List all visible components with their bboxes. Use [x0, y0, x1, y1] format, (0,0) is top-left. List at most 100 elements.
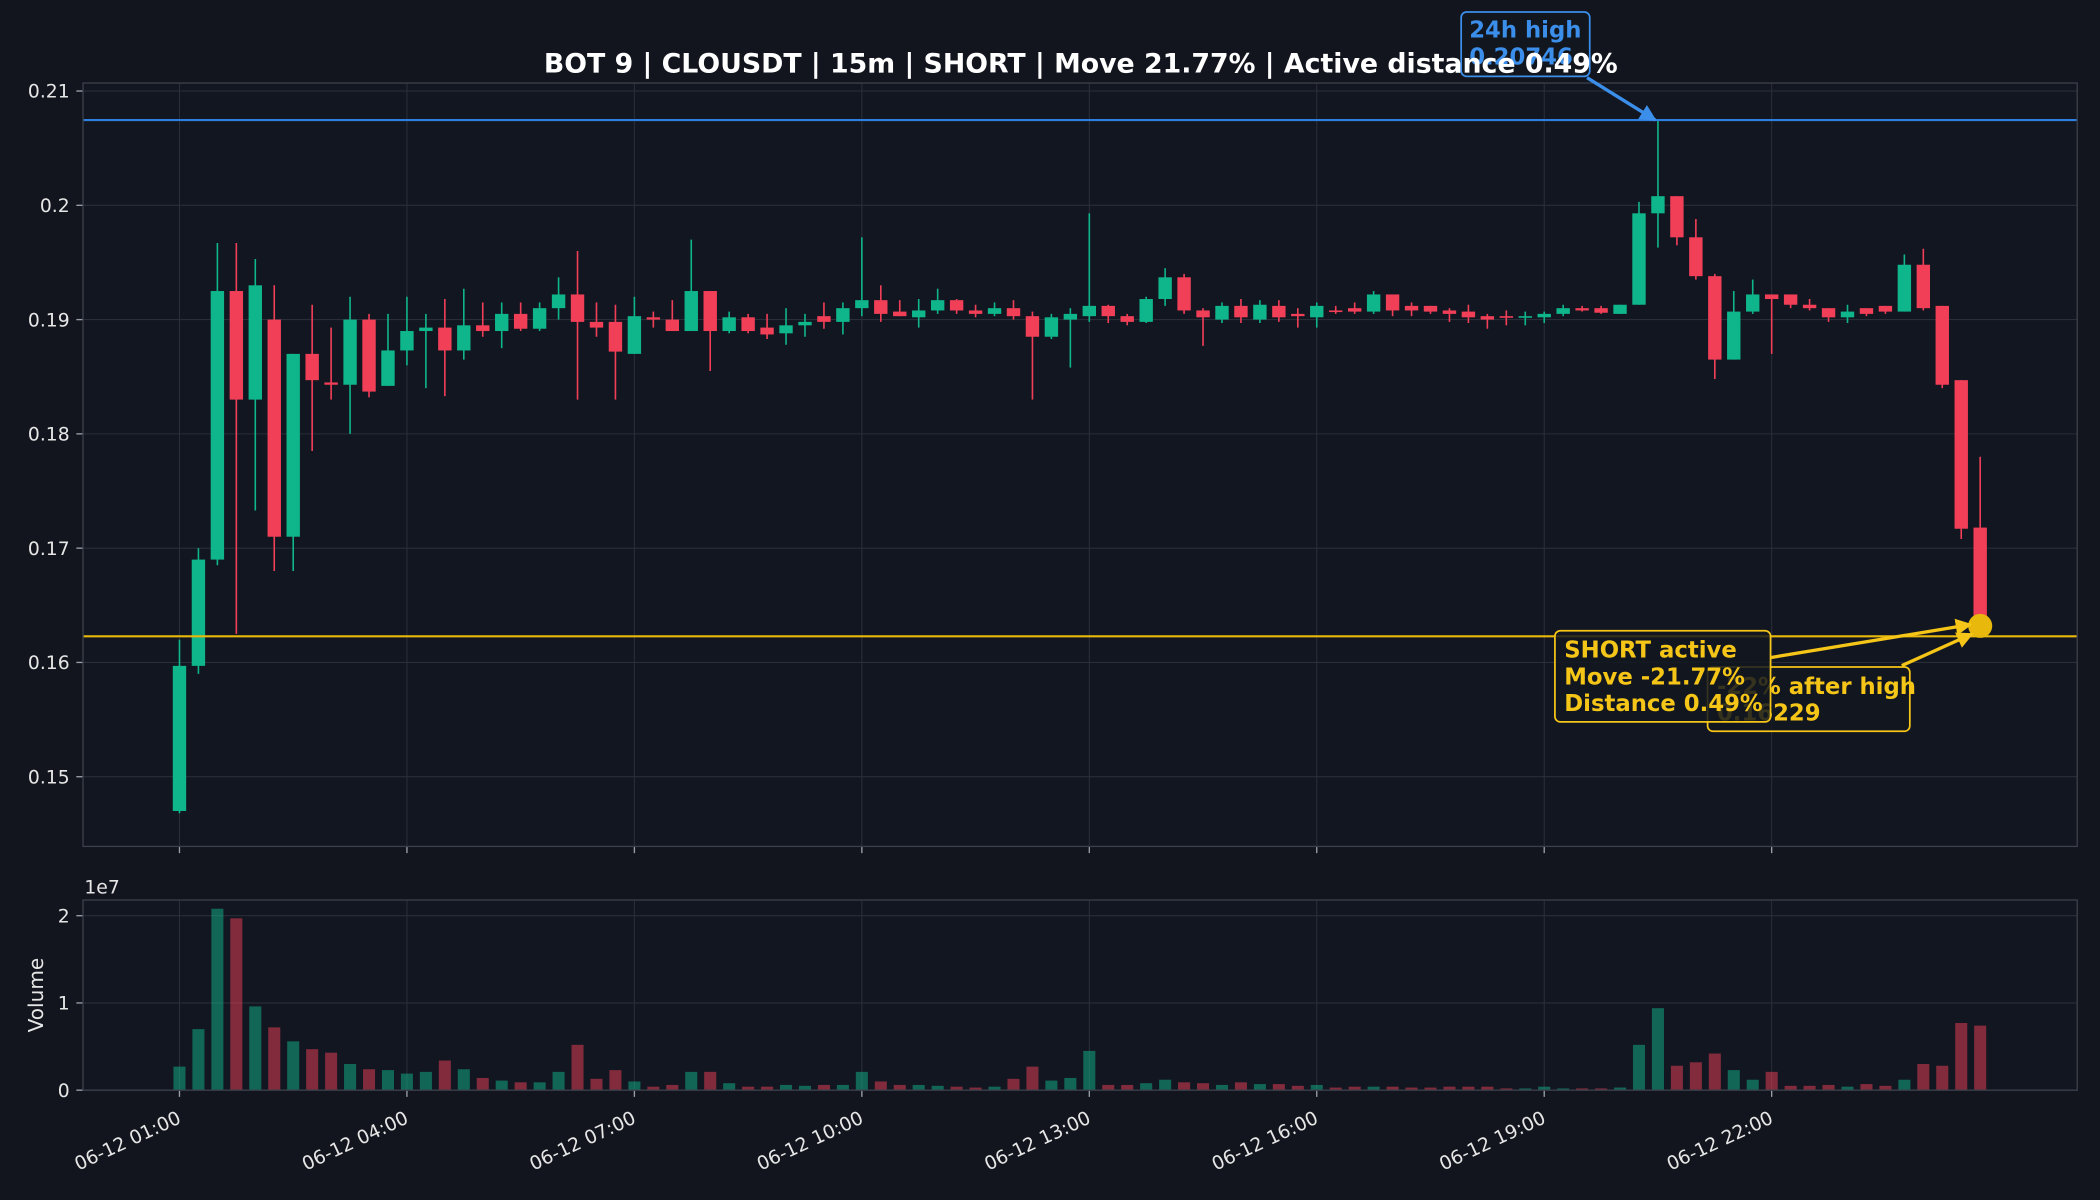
volume-bar [1784, 1085, 1797, 1091]
candle-body [1821, 308, 1836, 318]
candle-body [1689, 237, 1703, 277]
chart-title: BOT 9 | CLOUSDT | 15m | SHORT | Move 21.… [544, 48, 1618, 79]
candle-body [1727, 311, 1741, 360]
y-tick-label: 0.2 [40, 196, 70, 217]
candle-body [836, 308, 850, 322]
volume-bar [381, 1070, 395, 1091]
volume-bar [1614, 1087, 1627, 1091]
candle-body [286, 353, 300, 537]
candle-body [570, 294, 585, 322]
candle-body [684, 291, 698, 332]
volume-bar [1045, 1080, 1058, 1091]
y-tick-label: 1 [58, 994, 70, 1015]
candle-body [267, 319, 281, 537]
candle-body [1025, 316, 1040, 337]
candle-body [722, 317, 736, 332]
candle-body [1044, 317, 1059, 337]
candle-body [987, 308, 1002, 314]
candle-body [1556, 308, 1570, 314]
annotation-text: Move -21.77% [1564, 664, 1745, 690]
candle-body [1329, 310, 1343, 313]
volume-bar [1879, 1085, 1892, 1091]
candle-body [1708, 276, 1722, 360]
candle-body [627, 316, 642, 354]
y-tick-label: 0.21 [28, 82, 70, 103]
candle-body [1366, 294, 1381, 312]
candle-body [551, 294, 566, 309]
candle-body [400, 331, 414, 351]
volume-bar [1765, 1071, 1778, 1091]
annotation-box [1554, 629, 1772, 723]
candle-body [1404, 305, 1419, 311]
candle-body [1802, 304, 1817, 309]
volume-bar [1481, 1086, 1494, 1091]
candle-body [438, 327, 452, 351]
candle-body [893, 311, 907, 317]
volume-bar [533, 1082, 546, 1091]
volume-bar [628, 1081, 641, 1091]
volume-bar [1026, 1066, 1039, 1091]
candle-body [1878, 305, 1893, 312]
volume-bar [1632, 1044, 1646, 1091]
candle-body [930, 300, 945, 311]
candle-body [589, 321, 604, 328]
volume-bar [1936, 1065, 1949, 1091]
volume-bar [438, 1060, 451, 1091]
volume-bar [1140, 1083, 1153, 1091]
volume-bar [230, 918, 243, 1091]
volume-bar [1689, 1062, 1702, 1091]
candle-body [1916, 264, 1931, 309]
volume-bar [1917, 1064, 1930, 1091]
candle-body [1518, 316, 1532, 318]
candle-body [1442, 310, 1457, 314]
candle-body [191, 559, 206, 666]
candle-body [1291, 313, 1305, 317]
candle-body [1139, 299, 1153, 322]
candle-body [1177, 277, 1191, 311]
candle-body [362, 319, 376, 392]
volume-bar [325, 1052, 338, 1091]
volume-bar [344, 1064, 357, 1091]
volume-frame [82, 899, 2078, 1091]
volume-bar [893, 1084, 906, 1091]
volume-bar [798, 1085, 812, 1091]
candle-body [779, 325, 793, 334]
volume-bar [1651, 1008, 1664, 1091]
price-frame [82, 82, 2078, 848]
candle-body [343, 319, 357, 385]
candle-body [1840, 311, 1855, 318]
candle-body [1764, 294, 1779, 300]
volume-bar [362, 1069, 376, 1091]
volume-bar [211, 908, 224, 1091]
candle-body [513, 313, 528, 329]
volume-bar [1424, 1087, 1437, 1091]
annotation-arrow [1901, 632, 1974, 668]
volume-bar [780, 1084, 793, 1091]
volume-bar [609, 1070, 622, 1091]
candle-body [968, 310, 983, 314]
candle-body [741, 317, 755, 332]
candle-body [608, 321, 623, 352]
y-tick-label: 0.18 [28, 425, 70, 446]
candle-body [1461, 311, 1476, 318]
volume-bar [1007, 1078, 1020, 1091]
volume-bar [1803, 1085, 1816, 1091]
candle-body [1594, 308, 1608, 313]
candle-body [476, 325, 490, 332]
volume-bar [1500, 1088, 1513, 1091]
candle-body [1935, 305, 1949, 385]
volume-bar [173, 1066, 186, 1091]
candle-body [248, 285, 262, 400]
volume-bar [742, 1086, 755, 1091]
volume-bar [1974, 1025, 1987, 1091]
candle-body [1897, 264, 1912, 312]
volume-bar [1121, 1084, 1134, 1091]
candle-body [912, 310, 926, 318]
volume-bar [817, 1084, 830, 1091]
annotation-text: 0.20746 [1469, 44, 1573, 70]
volume-bar [1443, 1086, 1456, 1091]
volume-bar [1557, 1088, 1570, 1091]
volume-bar [1367, 1086, 1380, 1091]
candle-body [172, 665, 187, 812]
